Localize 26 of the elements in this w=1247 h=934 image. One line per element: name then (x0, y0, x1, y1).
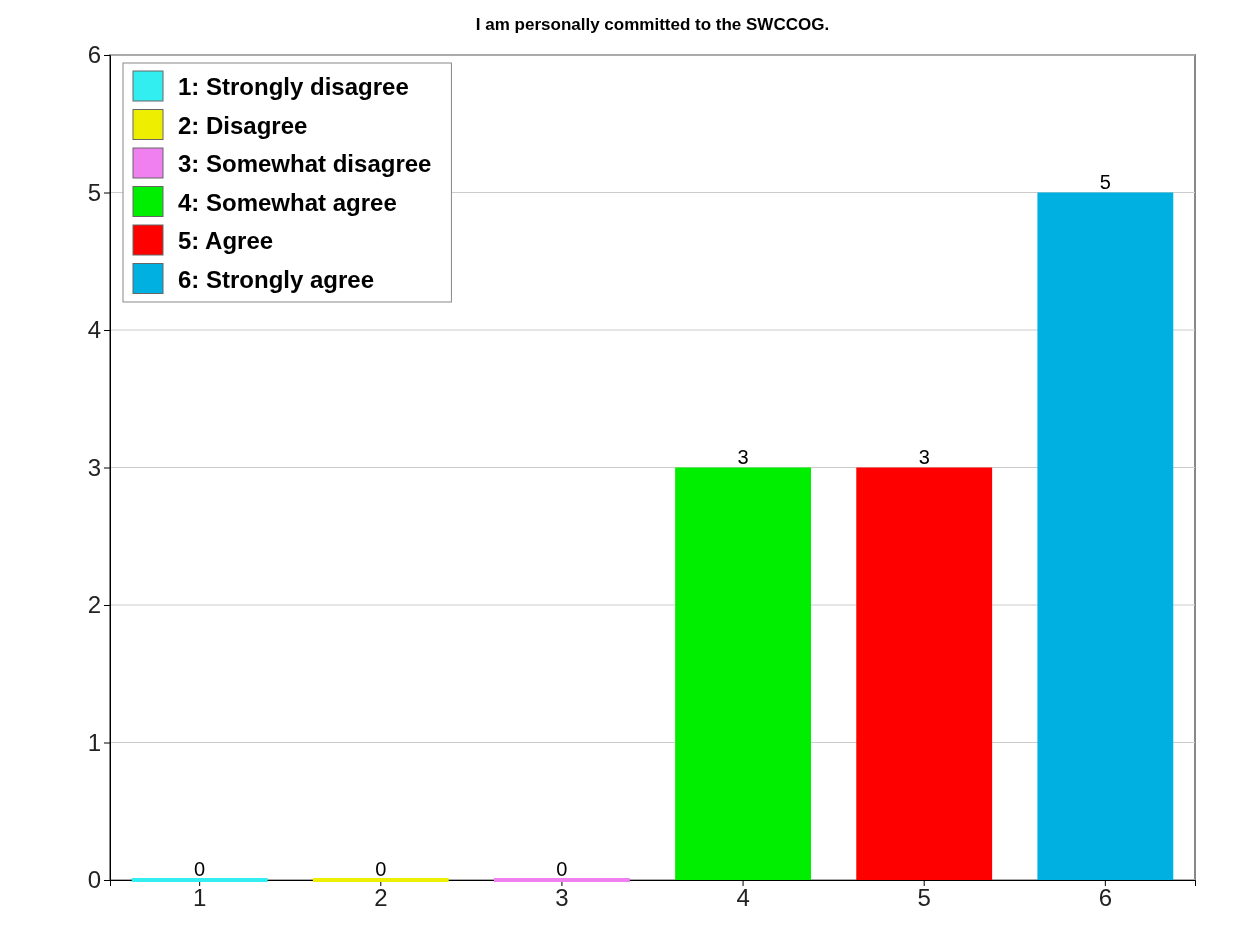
data-label: 0 (375, 858, 387, 880)
chart-title: I am personally committed to the SWCCOG. (475, 15, 830, 34)
x-tick-label: 2 (374, 884, 388, 912)
y-tick-label: 5 (87, 178, 101, 206)
x-tick-label: 1 (192, 884, 207, 912)
data-label: 3 (918, 445, 930, 468)
legend-label: 6: Strongly agree (178, 265, 375, 293)
y-tick-label: 6 (87, 41, 101, 69)
x-tick-label: 4 (736, 884, 750, 912)
legend-label: 1: Strongly disagree (178, 73, 409, 100)
y-tick-label: 2 (87, 591, 101, 619)
y-tick-label: 4 (87, 316, 101, 344)
data-label: 5 (1099, 170, 1111, 193)
y-tick-label: 1 (87, 728, 101, 756)
data-label: 0 (194, 858, 206, 880)
data-label: 0 (556, 858, 568, 880)
y-tick-label: 3 (87, 453, 101, 481)
x-tick-label: 3 (555, 884, 569, 912)
y-tick-label: 0 (87, 866, 101, 894)
data-label: 3 (737, 445, 749, 468)
x-tick-label: 6 (1098, 884, 1113, 912)
legend-label: 2: Disagree (178, 111, 308, 139)
x-tick-label: 5 (917, 884, 931, 912)
legend-label: 3: Somewhat disagree (178, 150, 432, 177)
legend-label: 4: Somewhat agree (178, 188, 397, 216)
legend-label: 5: Agree (178, 227, 274, 254)
